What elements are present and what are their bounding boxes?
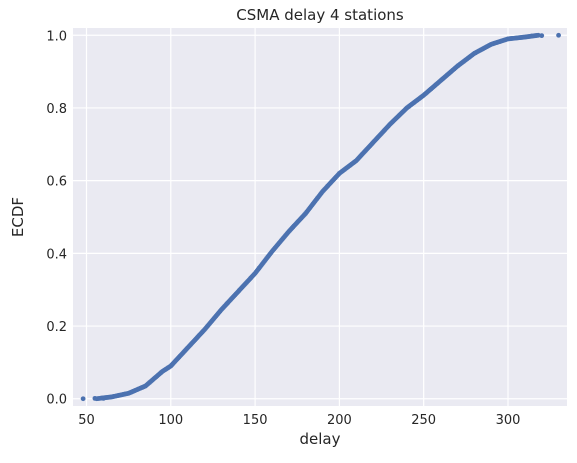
data-points xyxy=(80,32,561,402)
plot-background xyxy=(73,28,567,406)
y-axis-label: ECDF xyxy=(9,197,27,237)
x-tick-label: 50 xyxy=(78,413,95,428)
y-tick-label: 0.2 xyxy=(46,320,67,335)
data-point xyxy=(100,395,106,401)
x-axis-label: delay xyxy=(300,430,341,448)
x-tick-label: 300 xyxy=(496,413,521,428)
data-point xyxy=(80,396,86,402)
chart-title: CSMA delay 4 stations xyxy=(236,6,404,24)
x-tick-labels: 50 100 150 200 250 300 xyxy=(78,413,520,428)
y-tick-label: 0.0 xyxy=(46,393,67,408)
x-tick-label: 200 xyxy=(327,413,352,428)
x-tick-label: 150 xyxy=(243,413,268,428)
data-point xyxy=(556,32,561,38)
x-tick-label: 250 xyxy=(411,413,436,428)
grid-lines xyxy=(73,28,567,406)
y-tick-label: 0.4 xyxy=(46,247,67,262)
y-tick-label: 0.6 xyxy=(46,175,67,190)
x-tick-label: 100 xyxy=(158,413,183,428)
data-point xyxy=(539,33,545,39)
y-tick-label: 0.8 xyxy=(46,102,67,117)
y-tick-label: 1.0 xyxy=(46,29,67,44)
y-tick-labels: 0.0 0.2 0.4 0.6 0.8 1.0 xyxy=(46,29,67,407)
data-point xyxy=(529,33,534,39)
data-point xyxy=(92,395,98,401)
